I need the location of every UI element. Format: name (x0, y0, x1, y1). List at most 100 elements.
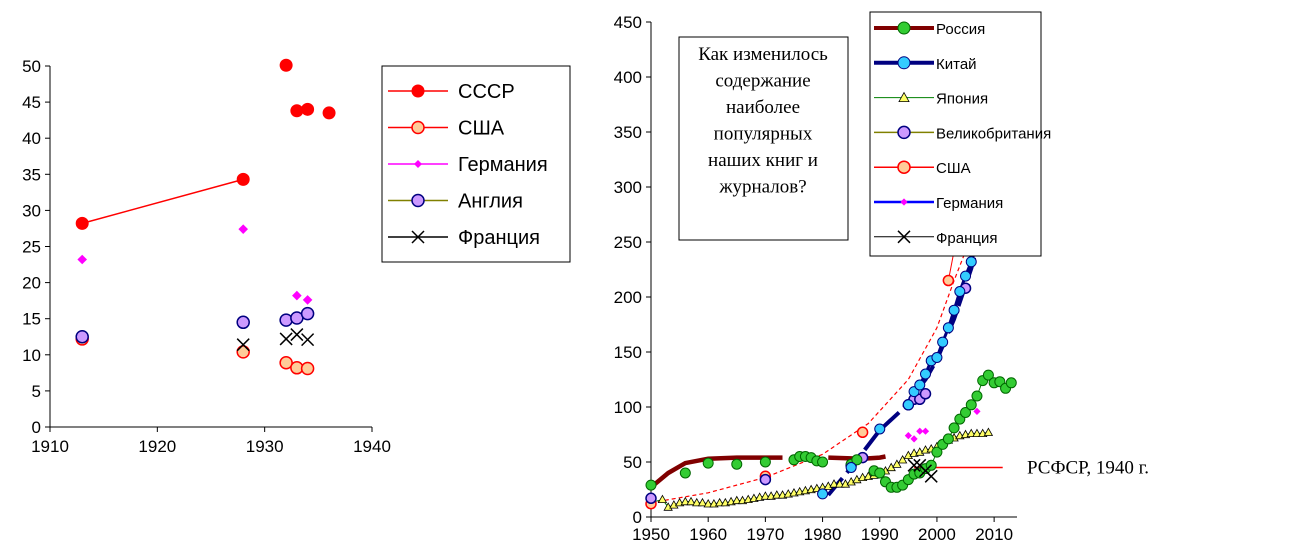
y-tick-label: 10 (22, 346, 41, 365)
data-point (902, 399, 914, 411)
question-line: содержание (715, 71, 810, 92)
russia-trend-line-1 (649, 455, 783, 490)
annotation-label: РСФСР, 1940 г. (1027, 458, 1149, 479)
x-tick-label: 1990 (861, 525, 899, 544)
question-text: Как изменилось содержание наиболее популярн… (698, 44, 828, 198)
legend-marker (900, 198, 908, 206)
data-point (965, 399, 977, 411)
data-point (322, 106, 336, 120)
data-point (279, 332, 293, 346)
question-line: Как изменилось (698, 44, 828, 65)
question-line: журналов? (718, 177, 806, 198)
legend-label: Россия (936, 21, 985, 38)
data-point (856, 426, 869, 439)
data-point (236, 345, 250, 359)
data-point (731, 458, 743, 470)
data-point (897, 454, 908, 464)
legend-label: Великобритания (936, 125, 1051, 142)
legend-label: Франция (458, 227, 540, 249)
data-point (236, 315, 250, 330)
legend-marker (897, 56, 911, 70)
legend-marker (897, 125, 911, 140)
data-point (948, 304, 960, 316)
data-point (971, 390, 983, 402)
data-point (759, 456, 771, 468)
y-tick-label: 50 (623, 453, 642, 472)
data-point (973, 407, 981, 415)
legend-marker (898, 91, 910, 102)
data-point (920, 368, 931, 380)
russia-line (885, 374, 1012, 488)
data-point (645, 479, 657, 491)
data-point (760, 491, 771, 500)
data-point (851, 454, 863, 466)
y-tick-label: 400 (614, 68, 642, 87)
data-point (817, 488, 829, 500)
x-tick-label: 2010 (975, 525, 1013, 544)
usa-trend-line (650, 197, 989, 504)
legend-marker (411, 120, 425, 135)
data-point (301, 102, 315, 116)
data-point (874, 423, 886, 435)
legend-marker (897, 230, 911, 244)
data-point (77, 254, 87, 265)
legend-label: Япония (936, 91, 988, 108)
data-point (982, 369, 994, 381)
data-point (942, 322, 954, 334)
y-tick-label: 40 (22, 129, 41, 148)
data-point (965, 256, 977, 268)
y-tick-label: 45 (22, 93, 41, 112)
data-point (948, 422, 960, 434)
data-point (300, 306, 315, 321)
data-point (942, 274, 955, 287)
data-point (983, 427, 994, 436)
data-point (292, 290, 302, 301)
data-point (954, 286, 966, 297)
legend-label: Германия (936, 195, 1003, 212)
legend-label: Франция (936, 230, 997, 247)
legend-label: Германия (458, 154, 548, 176)
legend-marker (411, 193, 425, 208)
data-point (817, 456, 829, 468)
legend-label: Китай (936, 56, 977, 73)
legend-marker (411, 84, 425, 98)
legend-marker (897, 21, 911, 35)
data-point (279, 313, 293, 327)
x-tick-label: 1980 (804, 525, 842, 544)
data-point (301, 333, 315, 347)
data-point (238, 224, 248, 234)
data-point (916, 427, 924, 435)
data-point (931, 446, 943, 458)
data-point (302, 295, 313, 305)
data-point (1005, 377, 1017, 389)
data-point (921, 427, 930, 435)
question-line: наиболее (726, 97, 800, 118)
y-tick-label: 150 (614, 343, 642, 362)
data-point (290, 328, 304, 342)
x-tick-label: 1910 (31, 437, 69, 456)
legend-marker (897, 160, 911, 174)
legend-marker (411, 230, 425, 244)
data-point (910, 435, 918, 443)
y-tick-label: 15 (22, 310, 41, 329)
data-point (960, 270, 972, 282)
y-tick-label: 25 (22, 238, 41, 257)
question-line: популярных (714, 124, 813, 145)
data-point (966, 428, 976, 437)
data-point (829, 479, 839, 488)
y-tick-label: 30 (22, 201, 41, 220)
data-point (645, 492, 657, 505)
x-tick-label: 1960 (689, 525, 727, 544)
y-tick-label: 20 (22, 274, 41, 293)
data-point (236, 338, 250, 352)
data-point (686, 496, 696, 506)
data-point (972, 428, 982, 437)
legend-label: Англия (458, 191, 523, 213)
data-point (960, 407, 972, 418)
y-tick-label: 0 (32, 418, 41, 437)
data-point (680, 496, 690, 506)
data-point (300, 361, 315, 376)
y-tick-label: 50 (22, 57, 41, 76)
data-point (874, 467, 886, 479)
